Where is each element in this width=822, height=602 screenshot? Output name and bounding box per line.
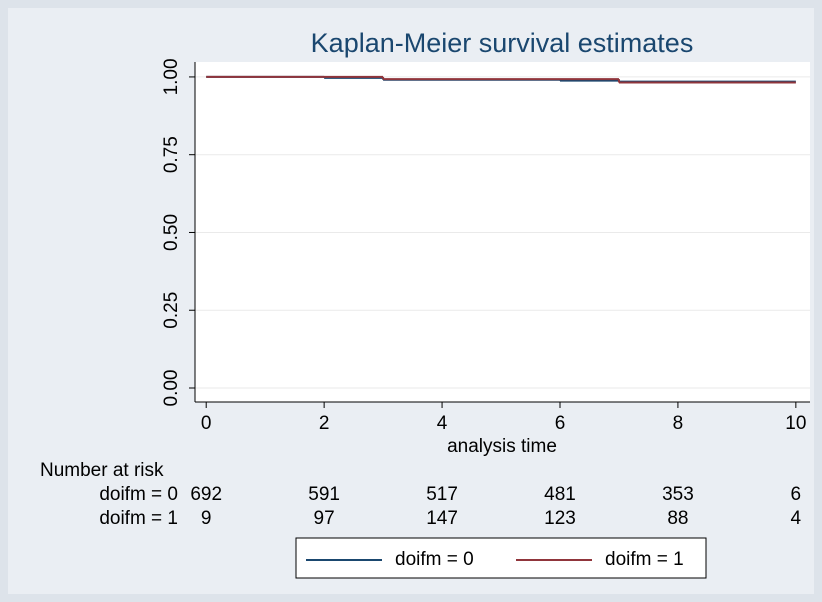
- legend-label: doifm = 0: [395, 549, 474, 570]
- y-tick-label: 0.50: [161, 214, 182, 251]
- risk-count: 97: [314, 508, 335, 529]
- risk-count: 6: [791, 484, 802, 505]
- y-tick-label: 0.25: [161, 292, 182, 329]
- risk-count: 591: [308, 484, 340, 505]
- risk-title: Number at risk: [40, 460, 164, 481]
- x-tick-label: 4: [437, 413, 448, 434]
- risk-count: 88: [667, 508, 688, 529]
- legend: [295, 537, 707, 579]
- risk-count: 123: [544, 508, 576, 529]
- x-axis-label: analysis time: [447, 436, 557, 457]
- legend-label: doifm = 1: [605, 549, 684, 570]
- y-tick-label: 1.00: [161, 58, 182, 95]
- risk-row-label: doifm = 0: [99, 484, 178, 505]
- risk-count: 147: [426, 508, 458, 529]
- risk-count: 692: [190, 484, 222, 505]
- risk-count: 481: [544, 484, 576, 505]
- risk-count: 9: [201, 508, 212, 529]
- x-tick-label: 10: [785, 413, 806, 434]
- risk-row-label: doifm = 1: [99, 508, 178, 529]
- chart-title: Kaplan-Meier survival estimates: [311, 28, 694, 58]
- risk-count: 517: [426, 484, 458, 505]
- x-tick-label: 8: [673, 413, 684, 434]
- y-tick-label: 0.75: [161, 136, 182, 173]
- x-tick-label: 0: [201, 413, 212, 434]
- x-tick-label: 2: [319, 413, 330, 434]
- risk-count: 353: [662, 484, 694, 505]
- x-tick-label: 6: [555, 413, 566, 434]
- y-tick-label: 0.00: [161, 370, 182, 407]
- risk-count: 4: [791, 508, 802, 529]
